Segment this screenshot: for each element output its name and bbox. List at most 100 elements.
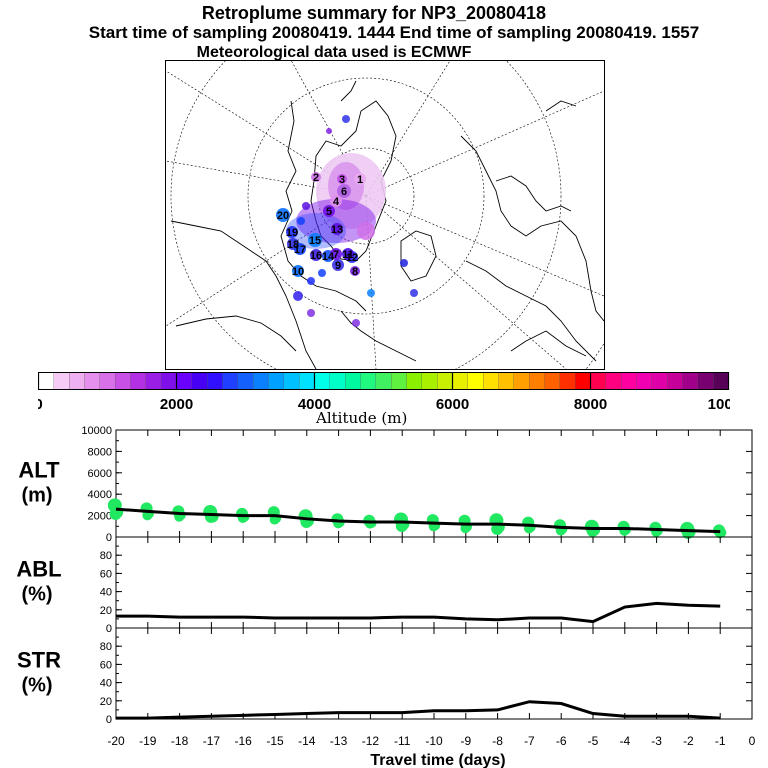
plume-dot-label: 15	[309, 235, 321, 247]
y-tick-label: 10000	[81, 425, 112, 437]
plume-dot	[286, 226, 298, 238]
x-tick-label: -7	[524, 734, 535, 748]
plume-dot-label: 7	[333, 249, 339, 261]
plume-dots	[276, 115, 418, 327]
y-tick-label: 2000	[88, 511, 112, 523]
y-tick-label: 4000	[88, 489, 112, 501]
str-line	[116, 700, 721, 720]
plume-dot-label: 10	[292, 266, 304, 278]
plume-dot	[332, 259, 344, 271]
y-tick-label: 6000	[88, 468, 112, 480]
plume-dot	[318, 269, 326, 277]
plume-dot	[410, 289, 418, 297]
met-data-note: Meteorological data used is ECMWF	[196, 44, 472, 61]
x-tick-label: -15	[266, 734, 284, 748]
plume-dot-label: 8	[352, 266, 358, 278]
plume-dot	[311, 172, 321, 182]
page-title: Retroplume summary for NP3_20080418	[201, 3, 547, 23]
panel-frame-abl	[115, 536, 753, 629]
plume-dot	[308, 233, 322, 247]
plume-dot	[331, 223, 343, 235]
colorbar-tick-label: 6000	[436, 396, 469, 413]
colorbar-ticks: 0 2000 4000 6000 8000 10000	[38, 372, 730, 413]
altitude-colorbar: 0 2000 4000 6000 8000 10000	[38, 372, 730, 413]
plume-dot	[302, 202, 310, 210]
plume-dot-label: 12	[346, 252, 358, 264]
plume-dot	[307, 309, 315, 317]
plume-dot	[276, 208, 290, 222]
plume-dot	[293, 291, 303, 301]
x-tick-label: -6	[556, 734, 567, 748]
x-tick-label: 0	[749, 734, 756, 748]
plume-dot	[337, 174, 347, 184]
plume-dot	[342, 115, 350, 123]
plume-dot	[294, 243, 306, 255]
x-tick-label: -13	[330, 734, 348, 748]
plume-dot	[342, 248, 354, 260]
y-tick-label: 60	[100, 659, 112, 671]
colorbar-cells	[38, 372, 729, 390]
map-coastlines	[170, 80, 604, 369]
plume-dot-label: 18	[287, 239, 299, 251]
x-tick-label: -11	[394, 734, 411, 748]
y-tick-label: 40	[100, 587, 112, 599]
panel-ylabel: ALT	[18, 458, 60, 483]
y-tick-label: 20	[100, 696, 112, 708]
x-tick-label: -17	[203, 734, 221, 748]
y-tick-label: 0	[106, 532, 112, 544]
plume-dot-label: 16	[310, 250, 322, 262]
plume-dot-label: 14	[322, 251, 335, 263]
x-tick-label: -20	[107, 734, 125, 748]
y-tick-label: 60	[100, 568, 112, 580]
x-tick-label: -5	[588, 734, 599, 748]
plume-dot-label: 3	[339, 174, 345, 186]
alt-median-line	[115, 507, 721, 534]
plume-dot	[350, 266, 360, 276]
plume-dot	[357, 222, 375, 240]
colorbar-tick-label: 4000	[298, 396, 331, 413]
plume-dot	[310, 249, 322, 261]
x-tick-label: -1	[715, 734, 726, 748]
colorbar-tick-label: 8000	[574, 396, 607, 413]
y-tick-label: 0	[106, 623, 112, 635]
y-tick-label: 80	[100, 550, 112, 562]
x-tick-label: -14	[298, 734, 316, 748]
plume-dot	[307, 277, 315, 285]
x-tick-label: -9	[460, 734, 471, 748]
y-tick-label: 80	[100, 641, 112, 653]
plume-dot-label: 1	[357, 174, 363, 186]
panel-ylabel-units: (m)	[21, 485, 52, 507]
colorbar-tick-label: 2000	[160, 396, 193, 413]
x-tick-label: -8	[492, 734, 503, 748]
plume-dot	[330, 248, 342, 260]
plume-dot-label: 5	[326, 206, 332, 218]
plume-dot-label: 13	[331, 224, 343, 236]
colorbar-tick-label: 0	[38, 396, 43, 413]
y-tick-label: 0	[106, 714, 112, 726]
x-tick-label: -4	[619, 734, 630, 748]
x-tick-label: -2	[683, 734, 694, 748]
plume-dot-label: 11	[342, 249, 354, 261]
plume-dot	[297, 217, 305, 225]
plume-dot	[367, 289, 375, 297]
y-tick-label: 20	[100, 605, 112, 617]
plume-dot-label: 17	[294, 244, 306, 256]
plume-dot	[337, 184, 351, 198]
plume-dot	[330, 195, 342, 207]
plume-dot-label: 9	[335, 260, 341, 272]
plume-dot	[400, 259, 408, 267]
plume-dot-label: 19	[286, 227, 298, 239]
plume-dot	[323, 205, 335, 217]
x-tick-label: -3	[651, 734, 662, 748]
colorbar-tick-label: 10000	[708, 396, 730, 413]
plume-dot	[354, 173, 366, 185]
plume-dot	[326, 128, 332, 134]
x-axis-label: Travel time (days)	[370, 752, 505, 768]
x-tick-label: -12	[362, 734, 380, 748]
panel-ylabel-units: (%)	[21, 675, 52, 697]
x-tick-label: -19	[139, 734, 157, 748]
x-tick-label: -16	[235, 734, 253, 748]
panel-group: 1000080006000400020000ALT(m)806040200ABL…	[16, 425, 755, 768]
